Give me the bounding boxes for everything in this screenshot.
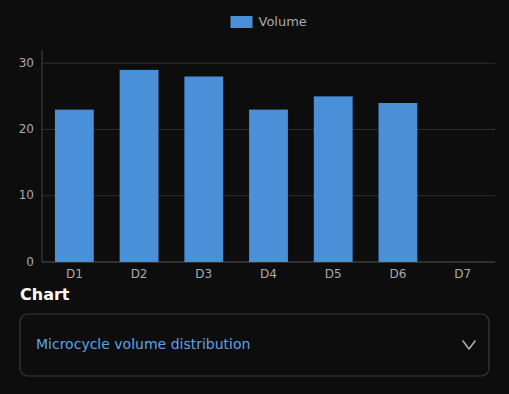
dropdown[interactable]: Microcycle volume distribution <box>20 314 489 376</box>
x-tick-label: D2 <box>131 267 148 281</box>
chart-svg: 0 10 20 30 D1 D2 D3 D4 D5 D6 D7 Volume Chart Microcyc… <box>0 0 509 394</box>
legend-swatch <box>231 16 253 28</box>
bar <box>184 77 223 263</box>
y-tick-label: 0 <box>26 255 34 269</box>
y-tick-label: 30 <box>19 56 34 70</box>
legend-label: Volume <box>259 14 307 29</box>
bar <box>443 262 482 263</box>
grid-line <box>42 63 495 64</box>
section-heading: Chart <box>20 285 70 304</box>
x-tick-label: D1 <box>66 267 83 281</box>
dropdown-chevron <box>463 341 475 349</box>
bar <box>55 110 94 262</box>
bars <box>55 70 417 262</box>
bar <box>314 96 353 262</box>
bar <box>379 103 418 262</box>
y-tick-label: 20 <box>19 122 34 136</box>
y-axis-line <box>42 50 43 262</box>
x-tick-label: D5 <box>325 267 342 281</box>
dropdown-label: Microcycle volume distribution <box>36 336 250 352</box>
bar <box>120 70 159 262</box>
x-tick-label: D6 <box>389 267 406 281</box>
x-tick-label: D4 <box>260 267 277 281</box>
x-tick-label: D7 <box>454 267 471 281</box>
x-tick-label: D3 <box>195 267 212 281</box>
dropdown-box <box>20 314 489 376</box>
legend: Volume <box>231 14 307 29</box>
y-tick-label: 10 <box>19 188 34 202</box>
bar <box>249 110 288 262</box>
page-root: 0 10 20 30 D1 D2 D3 D4 D5 D6 D7 Volume Chart Microcyc… <box>0 0 509 394</box>
